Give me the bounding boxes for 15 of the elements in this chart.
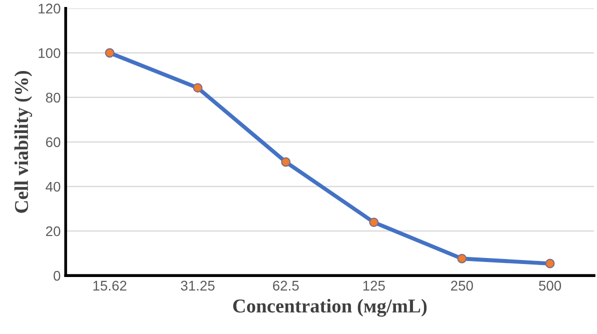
x-tick-label: 250	[451, 280, 473, 291]
y-tick-label: 100	[38, 48, 60, 58]
y-tick-label: 60	[46, 137, 60, 148]
y-tick-label: 20	[46, 226, 60, 236]
y-tick-label: 0	[54, 270, 60, 281]
x-tick-label: 31.25	[180, 280, 215, 291]
y-tick-label: 40	[46, 182, 60, 192]
x-axis-title: Concentration (мg/mL)	[233, 298, 427, 317]
x-tick-label: 500	[538, 280, 562, 291]
x-tick-label: 62.5	[273, 280, 299, 291]
x-tick-label: 125	[363, 280, 385, 291]
y-tick-label: 80	[46, 92, 60, 103]
y-axis-title: Cell viability (%)	[14, 70, 32, 213]
x-tick-label: 15.62	[93, 280, 126, 291]
y-tick-label: 120	[38, 4, 60, 14]
